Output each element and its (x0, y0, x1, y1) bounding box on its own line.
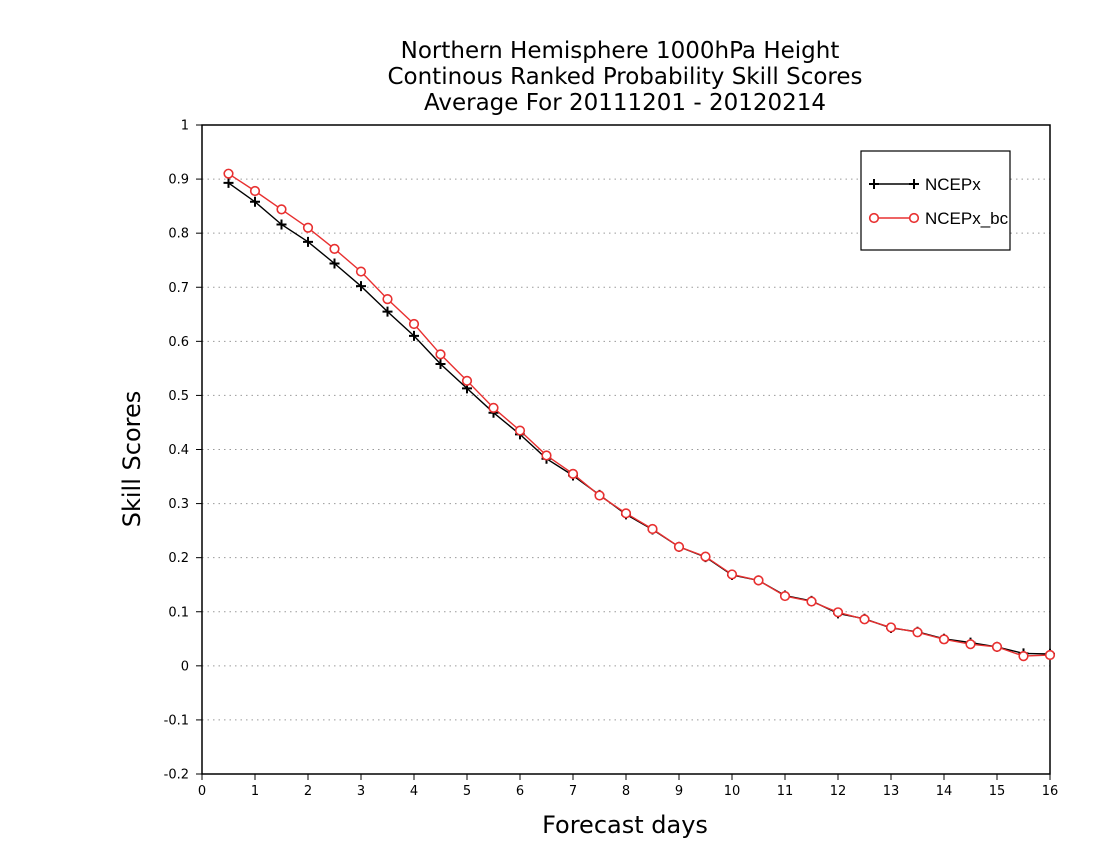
data-point (885, 622, 897, 633)
y-tick-label: 0.8 (168, 227, 189, 242)
series-line (228, 182, 1051, 655)
legend-label: NCEPx (925, 175, 981, 194)
data-point (302, 222, 314, 233)
y-tick-label: 0.1 (168, 605, 189, 620)
data-point (938, 634, 950, 645)
y-tick-label: 0.6 (168, 335, 189, 350)
x-tick-label: 5 (463, 784, 471, 799)
y-tick-label: 0.9 (168, 173, 189, 188)
data-point (488, 402, 499, 413)
x-tick-label: 3 (357, 784, 365, 799)
x-tick-label: 13 (883, 784, 900, 799)
data-point (303, 236, 313, 247)
y-tick-label: 0 (181, 659, 189, 674)
x-tick-label: 4 (410, 784, 418, 799)
data-point (647, 523, 658, 535)
data-point (673, 541, 685, 552)
y-axis-ticks: -0.2 -0.1 0 0.1 0.2 0.3 0.4 0.5 0.6 0.7 0.8 0.9 1 (164, 119, 202, 783)
x-axis-label: Forecast days (542, 811, 708, 839)
data-point (249, 185, 261, 197)
data-point (276, 219, 287, 230)
y-tick-label: 0.7 (168, 281, 189, 296)
y-tick-label: 1 (181, 119, 189, 134)
data-point (223, 177, 234, 188)
data-point (908, 212, 920, 224)
legend-item: NCEPx_bc (868, 209, 1009, 228)
y-tick-label: -0.2 (164, 768, 189, 783)
x-tick-label: 6 (516, 784, 524, 799)
data-point (1044, 649, 1056, 661)
data-point (806, 596, 817, 607)
x-tick-label: 2 (304, 784, 312, 799)
x-tick-label: 12 (830, 784, 847, 799)
data-point (868, 212, 880, 224)
data-point (1018, 650, 1029, 662)
data-point (223, 168, 234, 179)
data-point (461, 375, 473, 386)
title-line-2: Continous Ranked Probability Skill Score… (387, 64, 862, 90)
x-tick-label: 10 (724, 784, 741, 799)
x-tick-label: 1 (251, 784, 259, 799)
data-point (912, 627, 923, 638)
data-point (382, 294, 393, 305)
data-point (965, 639, 976, 650)
data-point (356, 281, 366, 292)
data-point (753, 575, 764, 586)
data-point (435, 349, 446, 360)
data-point (329, 258, 340, 269)
data-point (869, 179, 879, 189)
x-tick-label: 7 (569, 784, 577, 799)
y-tick-label: -0.1 (164, 713, 189, 728)
data-point (859, 614, 870, 625)
x-tick-label: 14 (936, 784, 953, 799)
x-tick-label: 8 (622, 784, 630, 799)
title-line-3: Average For 20111201 - 20120214 (424, 90, 826, 116)
data-point (620, 508, 632, 519)
legend: NCEPx NCEPx_bc (860, 150, 1011, 251)
y-tick-label: 0.5 (168, 389, 189, 404)
x-tick-label: 9 (675, 784, 683, 799)
data-point (382, 306, 393, 317)
y-tick-label: 0.3 (168, 497, 189, 512)
data-point (329, 243, 340, 254)
data-point (567, 468, 579, 479)
y-tick-label: 0.4 (168, 443, 189, 458)
data-point (541, 450, 552, 461)
data-point (594, 490, 605, 501)
y-axis-label: Skill Scores (118, 391, 146, 528)
x-axis-ticks: 0 1 2 3 4 5 6 7 8 9 10 11 12 13 14 15 16 (198, 774, 1058, 799)
data-point (514, 425, 526, 436)
x-tick-label: 0 (198, 784, 206, 799)
series-ncepx-bc (223, 168, 1056, 662)
data-point (250, 196, 260, 207)
chart-title: Northern Hemisphere 1000hPa Height Conti… (387, 38, 862, 116)
legend-box (860, 150, 1011, 251)
data-point (276, 204, 287, 215)
x-tick-label: 11 (777, 784, 794, 799)
legend-label: NCEPx_bc (925, 209, 1009, 228)
data-point (726, 569, 738, 580)
data-point (408, 318, 420, 330)
x-tick-label: 15 (989, 784, 1006, 799)
y-tick-label: 0.2 (168, 551, 189, 566)
y-gridlines (202, 178, 1050, 721)
data-point (779, 590, 791, 602)
data-series (223, 168, 1056, 662)
legend-item: NCEPx (869, 175, 981, 194)
data-point (909, 179, 919, 189)
x-tick-label: 16 (1042, 784, 1059, 799)
data-point (700, 551, 711, 562)
data-point (832, 607, 844, 618)
data-point (409, 330, 419, 341)
data-point (991, 641, 1003, 653)
title-line-1: Northern Hemisphere 1000hPa Height (401, 38, 840, 64)
data-point (435, 359, 446, 370)
data-point (355, 266, 367, 277)
